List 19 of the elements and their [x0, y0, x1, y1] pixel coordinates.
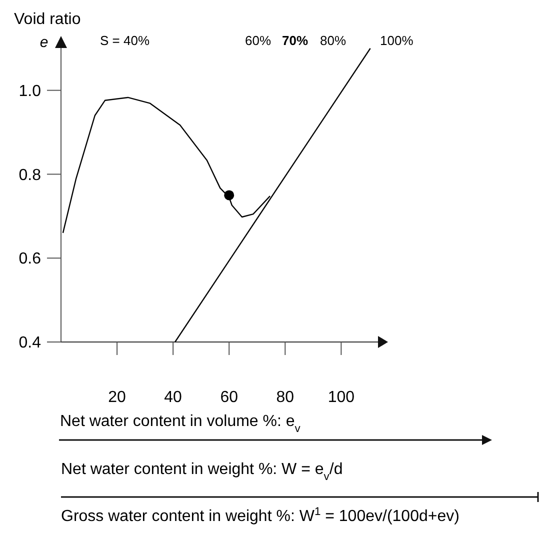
x-tick-label: 80 — [276, 389, 294, 406]
annotation: 70% — [282, 33, 308, 48]
y-tick-label: 1.0 — [18, 82, 42, 100]
y-tick-label: 0.4 — [18, 334, 42, 352]
annotation: S = 40% — [100, 33, 150, 48]
chart-title: Void ratio — [14, 11, 81, 28]
x-tick-label: 100 — [328, 389, 355, 406]
text: Net water content in weight %: W = e$_{v}$/d — [61, 461, 343, 483]
x-tick-label: 60 — [220, 389, 238, 406]
text: Gross water content in weight %: W$^{1}$ = 100ev/(100d+ev) — [61, 506, 460, 525]
annotation: 80% — [320, 33, 346, 48]
annotation: 60% — [245, 33, 272, 48]
y-axis-title: e — [40, 34, 48, 51]
y-tick-label: 0.6 — [18, 250, 42, 268]
y-tick-label: 0.8 — [18, 166, 42, 184]
x-tick-label: 40 — [164, 389, 182, 406]
annotation: 100% — [380, 33, 414, 48]
x-axis-title: Net water content in volume %: e$_{v}$ — [60, 413, 301, 435]
x-tick-label: 20 — [108, 389, 126, 406]
